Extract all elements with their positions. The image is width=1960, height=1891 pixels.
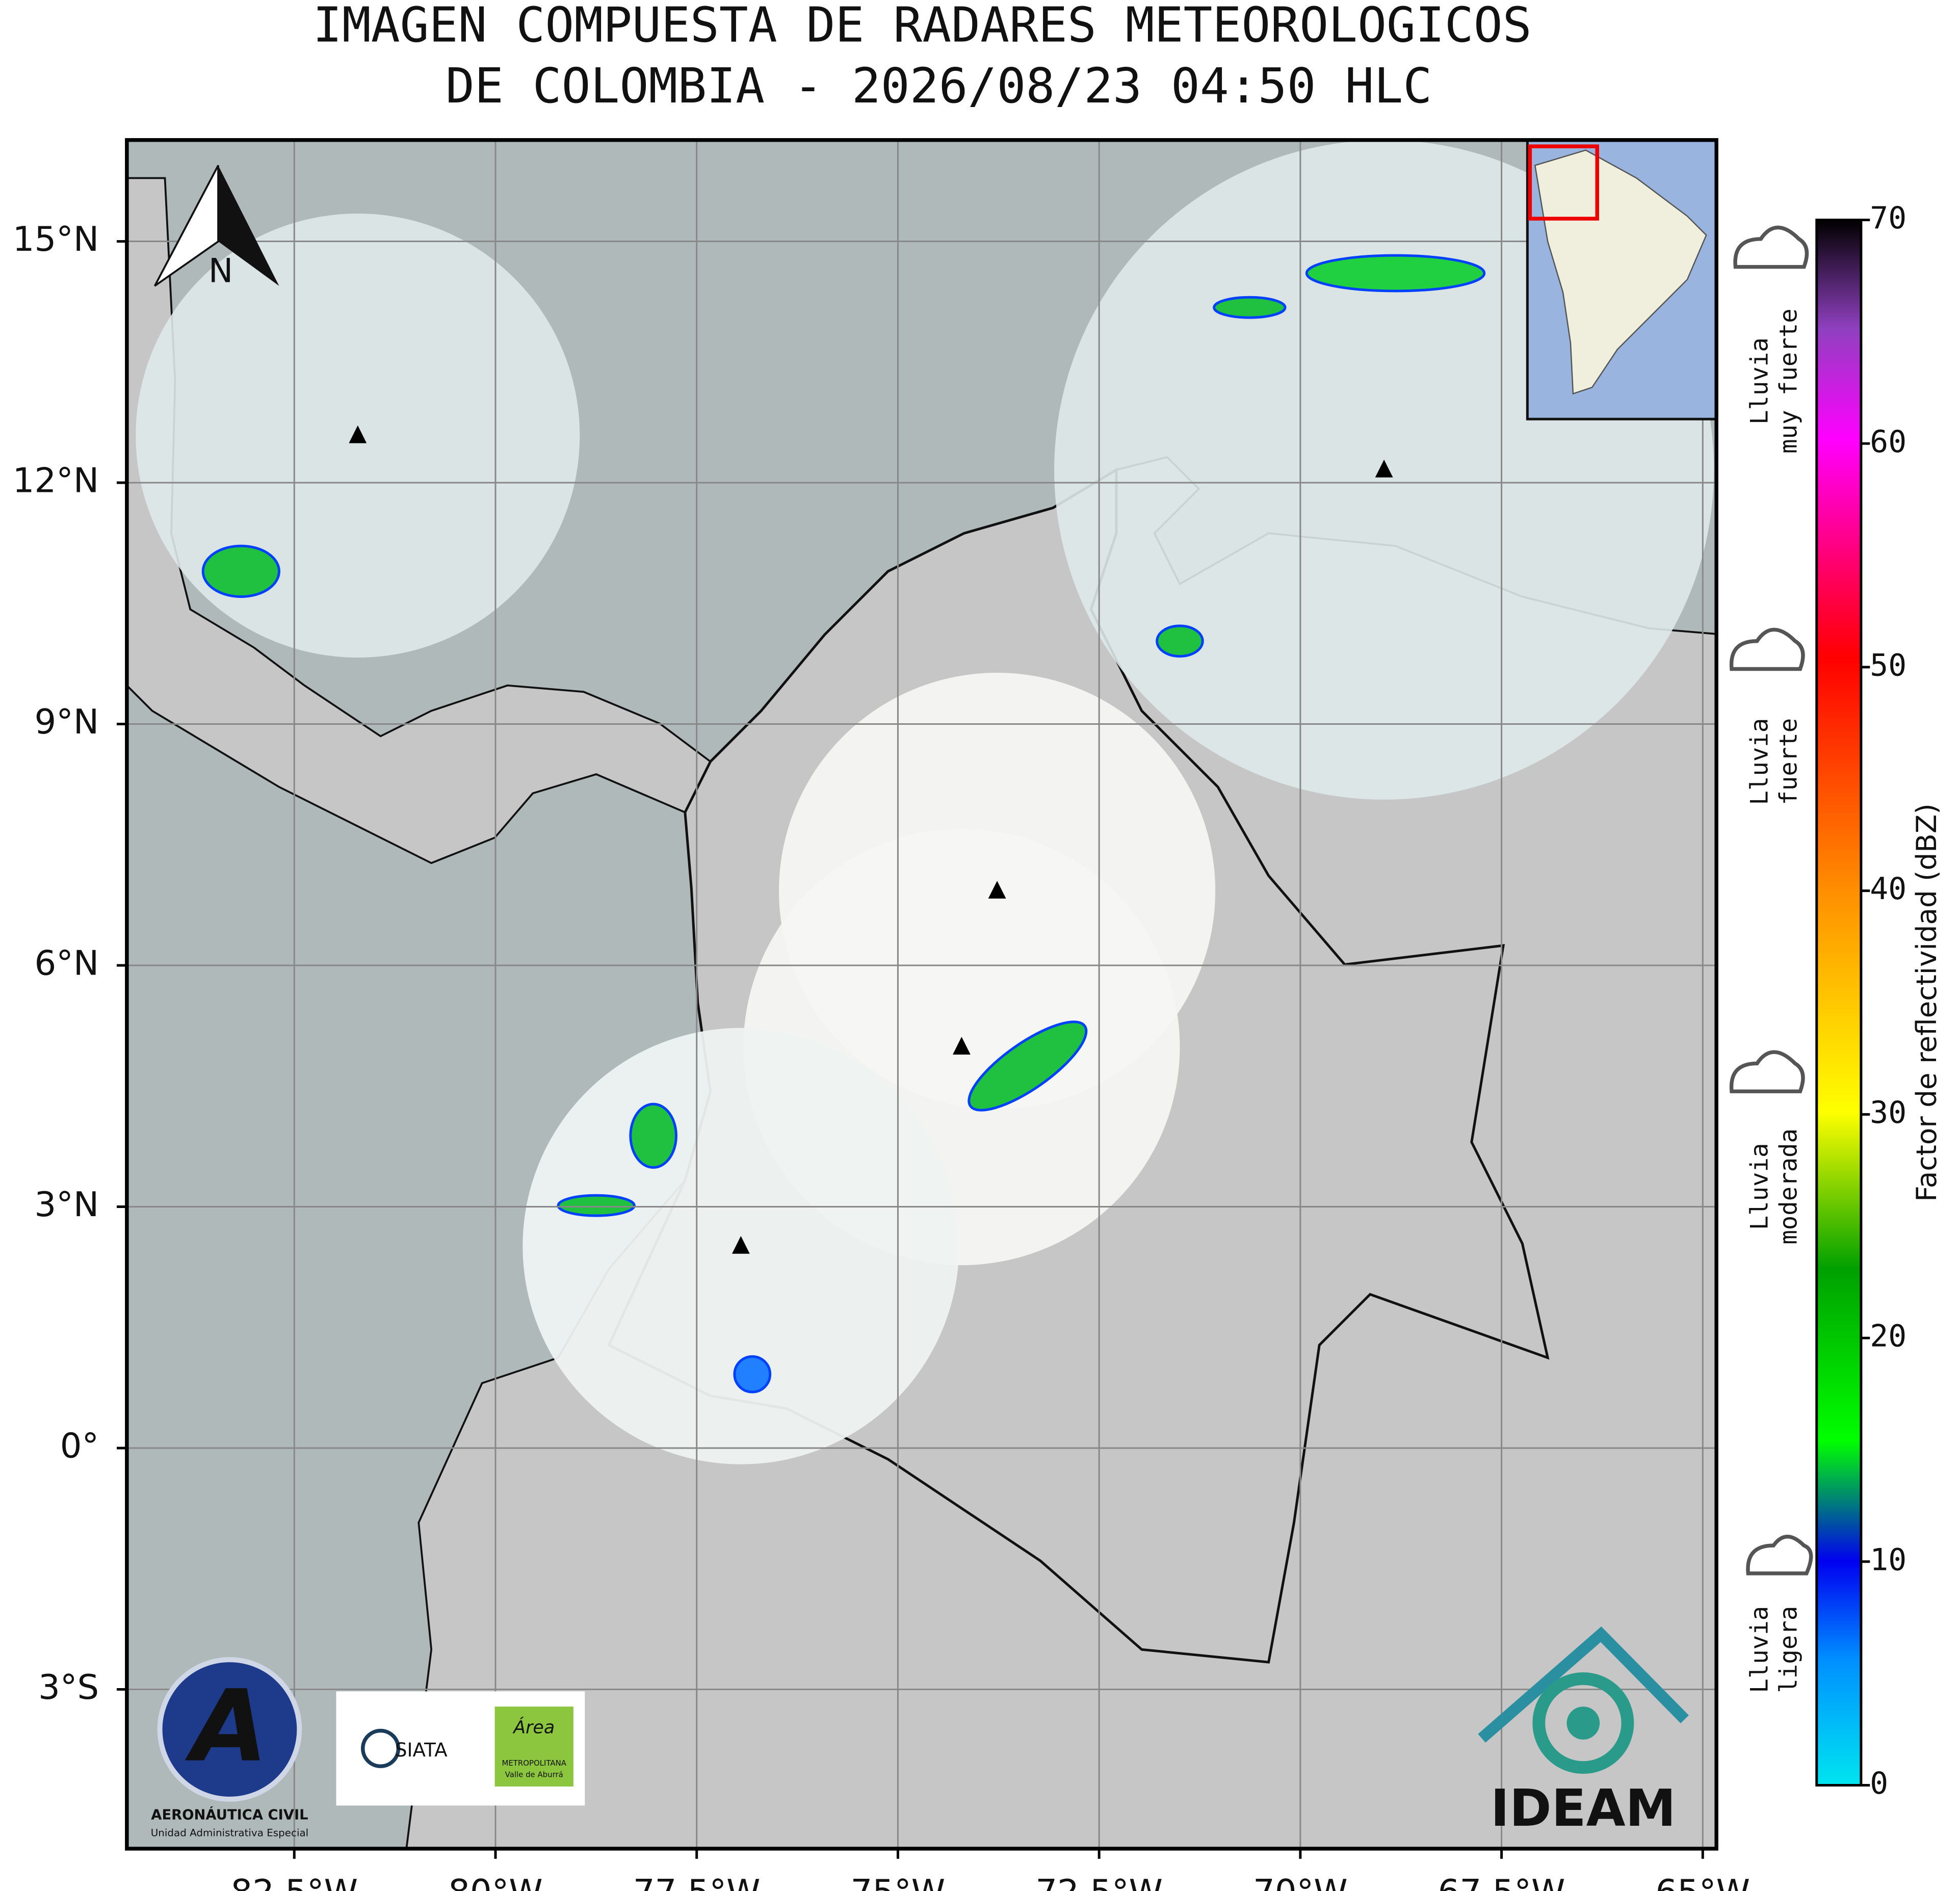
colorbar-tick-label: 20	[1870, 1319, 1906, 1354]
title: DE COLOMBIA - 2026/08/23 04:50 HLC	[446, 58, 1432, 114]
area-sub: Valle de Aburrá	[505, 1770, 563, 1779]
y-tick-label: 3°N	[35, 1185, 99, 1224]
rain-label: muy fuerte	[1775, 308, 1803, 454]
rain-label: Lluvia	[1745, 337, 1773, 425]
aero-sub: Unidad Administrativa Especial	[151, 1827, 308, 1839]
ideam-logo: IDEAM	[1478, 1626, 1689, 1838]
rain-label: Lluvia	[1745, 718, 1773, 805]
siata-logo: SIATA Área METROPOLITANA Valle de Aburrá	[336, 1691, 585, 1806]
colorbar-tick-label: 10	[1870, 1542, 1906, 1578]
y-tick-label: 15°N	[13, 219, 99, 259]
map-frame	[125, 138, 1718, 1851]
x-tick-label: 77.5°W	[633, 1872, 761, 1891]
colorbar-tick-label: 40	[1870, 872, 1906, 907]
title: IMAGEN COMPUESTA DE RADARES METEOROLOGIC…	[313, 0, 1532, 54]
central-america	[126, 177, 712, 864]
x-tick-label: 72.5°W	[1035, 1872, 1163, 1891]
x-tick-label: 70°W	[1253, 1872, 1348, 1891]
y-tick-label: 6°N	[35, 943, 99, 983]
aero-logo: A AERONÁUTICA CIVIL Unidad Administrativ…	[151, 1657, 308, 1839]
siata: SIATA	[395, 1739, 448, 1761]
colorbar-tick-label: 60	[1870, 425, 1906, 460]
rain-label: Lluvia	[1745, 1606, 1773, 1693]
y-tick-label: 9°N	[35, 702, 99, 742]
rain-label: moderada	[1775, 1128, 1803, 1245]
grid	[126, 140, 1717, 1849]
colorbar-label: Factor de reflectividad (dBZ)	[1910, 803, 1943, 1201]
colorbar-tick-label: 50	[1870, 648, 1906, 684]
area-sub: METROPOLITANA	[502, 1758, 566, 1768]
y-tick-label: 0°	[60, 1426, 99, 1466]
aero-name: AERONÁUTICA CIVIL	[151, 1807, 308, 1823]
area: Área	[512, 1717, 555, 1738]
ideam: IDEAM	[1491, 1779, 1676, 1838]
x-tick-label: 75°W	[851, 1872, 946, 1891]
y-tick-label: 3°S	[38, 1667, 99, 1707]
colorbar-tick-label: 30	[1870, 1095, 1906, 1131]
colorbar	[1815, 218, 1863, 1787]
map-area: N A AERONÁUTICA CIVIL Unidad Administrat…	[126, 140, 1717, 1849]
y-tick-label: 12°N	[13, 461, 99, 501]
radar-echoes	[201, 254, 1486, 1394]
rain-label: fuerte	[1775, 718, 1803, 805]
x-tick-label: 67.5°W	[1438, 1872, 1565, 1891]
radar-sites	[349, 425, 1393, 1254]
rain-label: Lluvia	[1745, 1143, 1773, 1230]
rain-label: ligera	[1775, 1606, 1803, 1693]
inset-map	[1526, 140, 1717, 421]
north-label: N	[208, 252, 233, 291]
aero-letter: A	[185, 1669, 268, 1784]
x-tick-label: 80°W	[448, 1872, 543, 1891]
x-tick-label: 65°W	[1656, 1872, 1750, 1891]
colorbar-tick-label: 0	[1870, 1766, 1888, 1801]
x-tick-label: 82.5°W	[230, 1872, 358, 1891]
colorbar-tick-label: 70	[1870, 201, 1906, 236]
